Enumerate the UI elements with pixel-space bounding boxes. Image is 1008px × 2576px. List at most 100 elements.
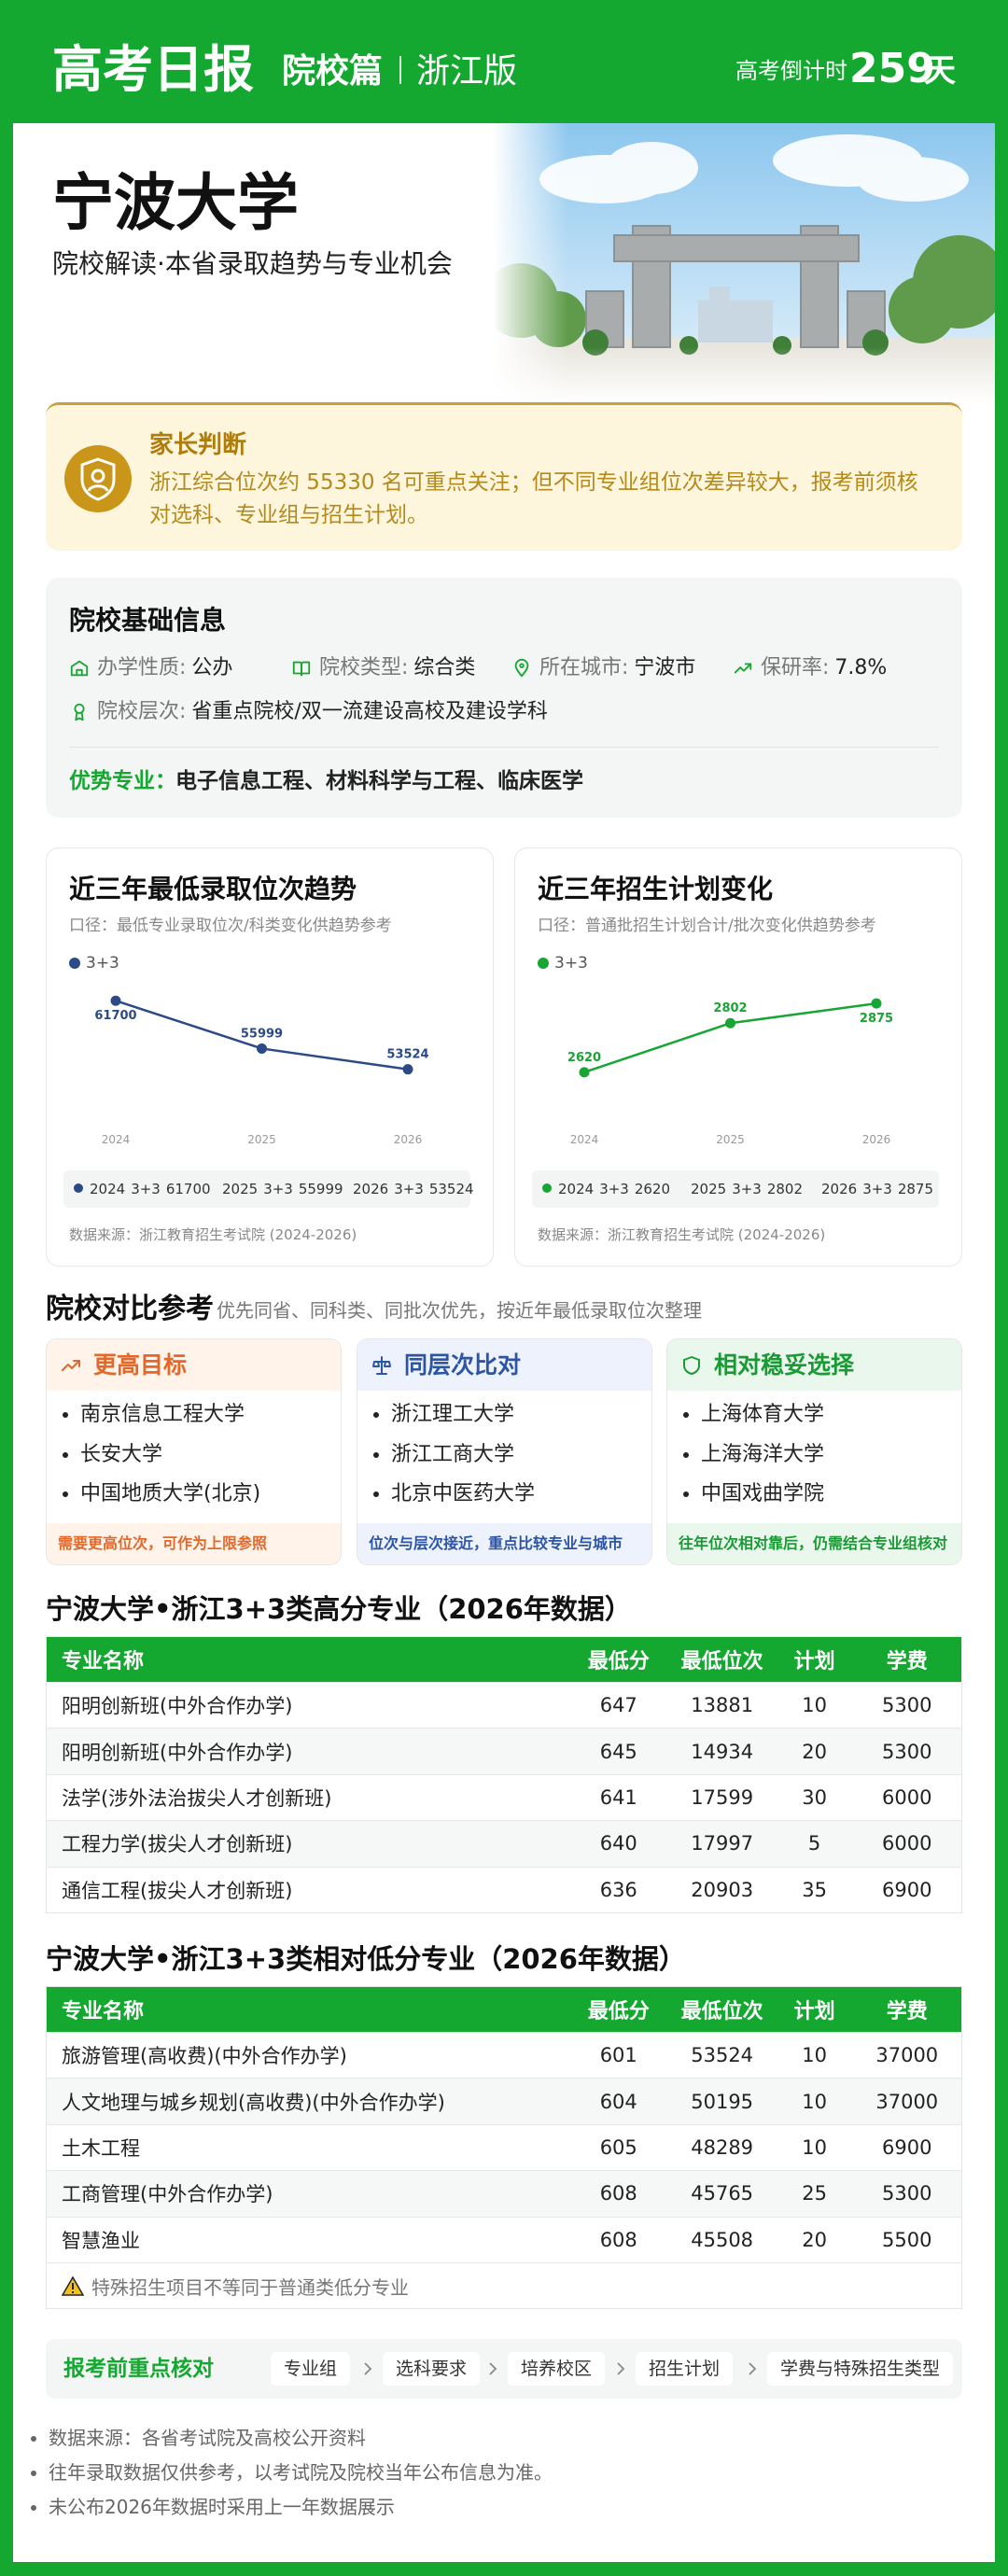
column-header: 专业名称: [46, 1636, 569, 1683]
summary-year: 2026: [353, 1181, 388, 1197]
info-value: 综合类: [413, 656, 476, 679]
major-name: 土木工程: [46, 2123, 569, 2171]
card-icon: [683, 1356, 700, 1375]
chart-source: 数据来源：浙江教育招生考试院 (2024-2026): [69, 1226, 357, 1243]
summary-year: 2026: [821, 1181, 857, 1197]
table-row: 阳明创新班(中外合作办学) 647 13881 10 5300: [46, 1681, 962, 1729]
cell: 6000: [852, 1773, 962, 1821]
data-point: [402, 1064, 413, 1075]
cell: 640: [568, 1820, 668, 1868]
major-name: 阳明创新班(中外合作办学): [46, 1681, 569, 1729]
comparison-title: 院校对比参考: [46, 1293, 214, 1325]
legend-label: 3+3: [86, 954, 119, 973]
info-label: 保研率:: [761, 656, 830, 679]
school-list: 浙江理工大学浙江工商大学北京中医药大学: [371, 1395, 535, 1515]
info-value: 省重点院校/双一流建设高校及建设学科: [191, 700, 548, 723]
school-name: 中国戏曲学院: [701, 1475, 824, 1515]
summary-item: 2025 3+3 2802: [691, 1181, 803, 1197]
data-table: 专业名称 最低分 最低位次 计划 学费 阳明创新班(中外合作办学) 647 13881 10 53…: [46, 1636, 962, 1913]
column-header: 计划: [776, 1986, 853, 2033]
table-row: 智慧渔业 608 45508 20 5500: [46, 2216, 962, 2263]
major-name: 工商管理(中外合作办学): [46, 2170, 569, 2218]
summary-series: 3+3: [394, 1181, 424, 1197]
summary-item: 2025 3+3 55999: [222, 1181, 343, 1197]
school-name: 南京信息工程大学: [80, 1395, 260, 1435]
x-tick-label: 2024: [570, 1133, 599, 1146]
strengths: 电子信息工程、材料科学与工程、临床医学: [175, 769, 583, 793]
data-point: [110, 995, 121, 1006]
data-label: 2802: [713, 1001, 747, 1015]
basic-info-title: 院校基础信息: [69, 605, 227, 636]
chart-title: 近三年招生计划变化: [538, 874, 773, 904]
school-name: 中国地质大学(北京): [80, 1475, 260, 1515]
data-label: 2620: [567, 1051, 601, 1065]
column-header: 学费: [852, 1636, 962, 1683]
campus-illustration: [493, 123, 995, 403]
summary-box: [63, 1170, 470, 1208]
summary-marker: [542, 1183, 552, 1193]
header-row: 专业名称 最低分 最低位次 计划 学费: [46, 1636, 962, 1683]
judgment-text: 浙江综合位次约 55330 名可重点关注；但不同专业组位次差异较大，报考前须核对…: [149, 470, 918, 527]
school-subtitle: 院校解读·本省录取趋势与专业机会: [52, 248, 453, 279]
info-item: 所在城市: 宁波市: [539, 654, 695, 682]
comparison-card: 相对稳妥选择上海体育大学上海海洋大学中国戏曲学院往年位次相对靠后，仍需结合专业组…: [666, 1338, 962, 1565]
table-row: 工程力学(拔尖人才创新班) 640 17997 5 6000: [46, 1820, 962, 1868]
step-chip: 学费与特殊招生类型: [767, 2352, 954, 2386]
table-row: 工商管理(中外合作办学) 608 45765 25 5300: [46, 2170, 962, 2218]
step-chip: 招生计划: [636, 2352, 734, 2386]
card-footer: 需要更高位次，可作为上限参照: [47, 1523, 341, 1564]
cell: 17599: [667, 1773, 777, 1821]
card-title: 同层次比对: [404, 1351, 522, 1379]
icon-path: [744, 663, 752, 670]
comparison-card: 同层次比对浙江理工大学浙江工商大学北京中医药大学位次与层次接近，重点比较专业与城…: [357, 1338, 652, 1565]
cell: 20: [776, 1728, 853, 1775]
column-header: 计划: [776, 1636, 853, 1683]
data-label: 53524: [386, 1048, 428, 1062]
school-name: 长安大学: [80, 1435, 260, 1476]
info-item: 办学性质: 公办: [97, 654, 232, 682]
cell: 601: [568, 2031, 668, 2079]
table-row: 人文地理与城乡规划(高收费)(中外合作办学) 604 50195 10 37000: [46, 2078, 962, 2125]
chevron: [364, 2362, 372, 2375]
info-value: 宁波市: [634, 656, 696, 679]
summary-value: 61700: [166, 1181, 211, 1197]
card-header-bg: [357, 1339, 651, 1391]
data-label: 55999: [241, 1027, 283, 1041]
summary-box: [532, 1170, 939, 1208]
section-label: 院校篇: [282, 52, 384, 91]
info-icon: [734, 663, 752, 674]
table-title: 宁波大学•浙江3+3类相对低分专业（2026年数据）: [46, 1943, 686, 1975]
step-arrow: [489, 2362, 497, 2375]
cell: 641: [568, 1773, 668, 1821]
summary-item: 2024 3+3 61700: [90, 1181, 211, 1197]
summary-year: 2024: [558, 1181, 594, 1197]
icon-path: [683, 1356, 700, 1375]
icon-path: [75, 712, 84, 721]
chevron: [489, 2362, 497, 2375]
cell: 6900: [852, 1866, 962, 1913]
cell: 17997: [667, 1820, 777, 1868]
cell: 10: [776, 2031, 853, 2079]
icon-path: [76, 668, 83, 677]
icon-path: [372, 1361, 380, 1367]
card-title: 更高目标: [93, 1351, 188, 1379]
card-footer: 位次与层次接近，重点比较专业与城市: [357, 1523, 651, 1564]
summary-year: 2025: [691, 1181, 726, 1197]
checklist-title: 报考前重点核对: [63, 2357, 214, 2381]
data-point: [871, 998, 882, 1009]
countdown-label: 高考倒计时: [735, 58, 847, 84]
info-label: 院校层次:: [97, 700, 187, 723]
cell: 13881: [667, 1681, 777, 1729]
comparison-note: 优先同省、同科类、同批次优先，按近年最低录取位次整理: [217, 1299, 702, 1322]
column-header: 学费: [852, 1986, 962, 2033]
cell: 48289: [667, 2123, 777, 2171]
step-arrow: [364, 2362, 372, 2375]
x-tick-label: 2024: [102, 1133, 131, 1146]
countdown-days: 259: [849, 45, 935, 92]
x-tick-label: 2025: [716, 1133, 745, 1146]
table-title: 宁波大学•浙江3+3类高分专业（2026年数据）: [46, 1593, 632, 1625]
legend-marker: [69, 958, 80, 969]
cell: 636: [568, 1866, 668, 1913]
